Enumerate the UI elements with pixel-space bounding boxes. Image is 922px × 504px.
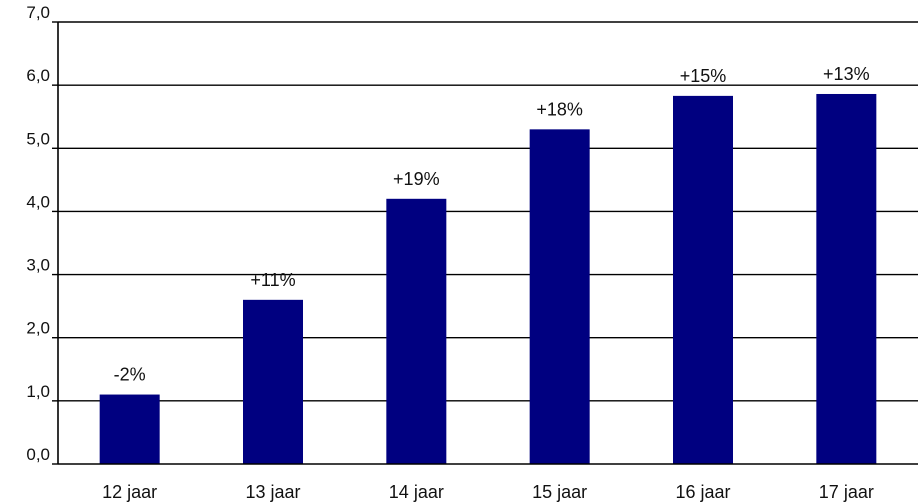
y-tick-label: 2,0 (26, 319, 50, 338)
bar (386, 198, 447, 465)
bar (529, 129, 590, 465)
labels: 0,0 1,0 2,0 3,0 4,0 5,0 6,0 7,0 -2% 12 jaar +11% 13… (26, 3, 873, 502)
x-category-label: 17 jaar (819, 482, 874, 502)
x-category-label: 12 jaar (102, 482, 157, 502)
x-category-label: 14 jaar (389, 482, 444, 502)
data-label: +13% (823, 64, 870, 84)
bar (673, 95, 733, 465)
gridlines (58, 21, 918, 402)
data-label: -2% (114, 365, 146, 385)
bars (99, 93, 877, 465)
x-category-label: 15 jaar (532, 482, 587, 502)
data-label: +11% (250, 270, 295, 290)
y-tick-label: 6,0 (26, 66, 50, 85)
bar (243, 299, 303, 464)
data-label: +18% (536, 99, 583, 119)
x-category-label: 16 jaar (675, 482, 730, 502)
bar (816, 93, 877, 465)
y-tick-label: 7,0 (26, 3, 50, 22)
y-tick-label: 3,0 (26, 256, 50, 275)
y-tick-label: 4,0 (26, 192, 50, 211)
y-tick-label: 1,0 (26, 382, 50, 401)
y-tick-label: 5,0 (26, 129, 50, 148)
axes (52, 21, 918, 465)
y-tick-label: 0,0 (26, 445, 50, 464)
bar (99, 394, 160, 464)
data-label: +19% (393, 169, 440, 189)
x-category-label: 13 jaar (245, 482, 300, 502)
data-label: +15% (680, 66, 727, 86)
